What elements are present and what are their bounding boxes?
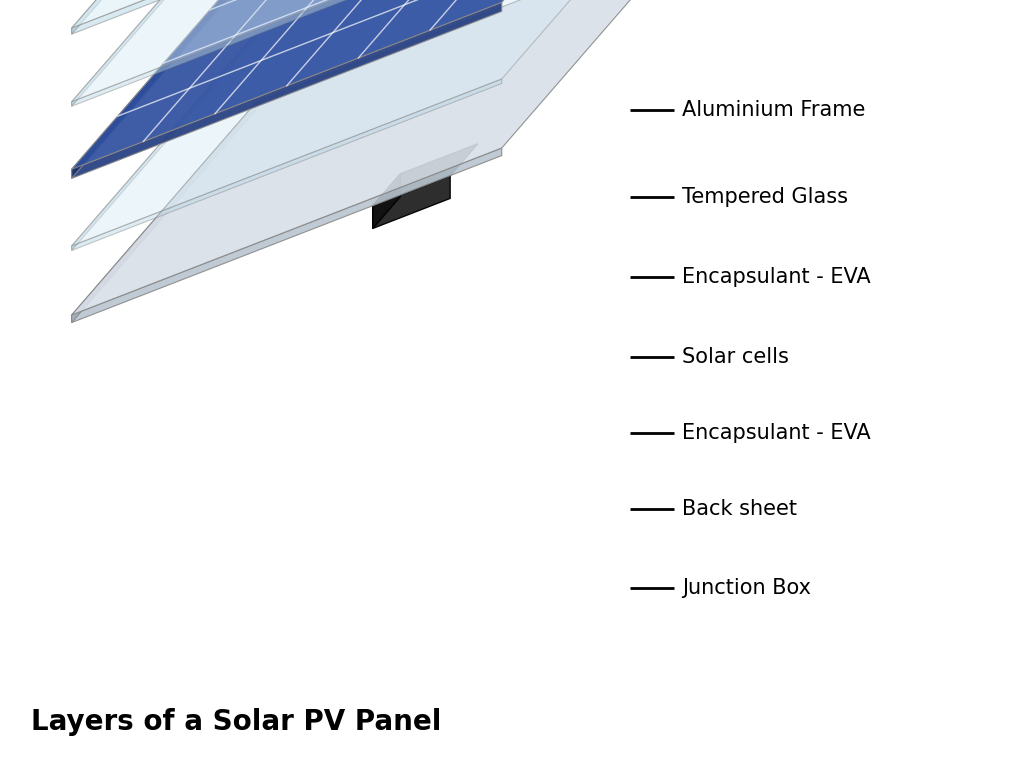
Text: Solar cells: Solar cells bbox=[682, 347, 788, 367]
Polygon shape bbox=[72, 102, 256, 323]
Text: Encapsulant - EVA: Encapsulant - EVA bbox=[682, 423, 870, 442]
Polygon shape bbox=[72, 0, 686, 102]
Polygon shape bbox=[72, 0, 256, 178]
Polygon shape bbox=[72, 33, 256, 250]
Polygon shape bbox=[373, 175, 451, 228]
Polygon shape bbox=[72, 0, 686, 246]
Text: Tempered Glass: Tempered Glass bbox=[682, 187, 848, 207]
Polygon shape bbox=[373, 143, 478, 206]
Polygon shape bbox=[373, 174, 400, 228]
Text: Aluminium Frame: Aluminium Frame bbox=[682, 100, 865, 120]
Polygon shape bbox=[72, 0, 686, 28]
Polygon shape bbox=[72, 0, 686, 169]
Polygon shape bbox=[72, 2, 502, 178]
Text: Junction Box: Junction Box bbox=[682, 578, 811, 598]
Polygon shape bbox=[72, 0, 502, 106]
Text: Layers of a Solar PV Panel: Layers of a Solar PV Panel bbox=[31, 708, 441, 736]
Polygon shape bbox=[72, 0, 502, 34]
Polygon shape bbox=[72, 0, 256, 34]
Polygon shape bbox=[72, 0, 686, 315]
Polygon shape bbox=[72, 0, 256, 106]
Polygon shape bbox=[72, 79, 502, 250]
Text: Encapsulant - EVA: Encapsulant - EVA bbox=[682, 267, 870, 287]
Polygon shape bbox=[72, 148, 502, 323]
Text: Back sheet: Back sheet bbox=[682, 499, 797, 518]
